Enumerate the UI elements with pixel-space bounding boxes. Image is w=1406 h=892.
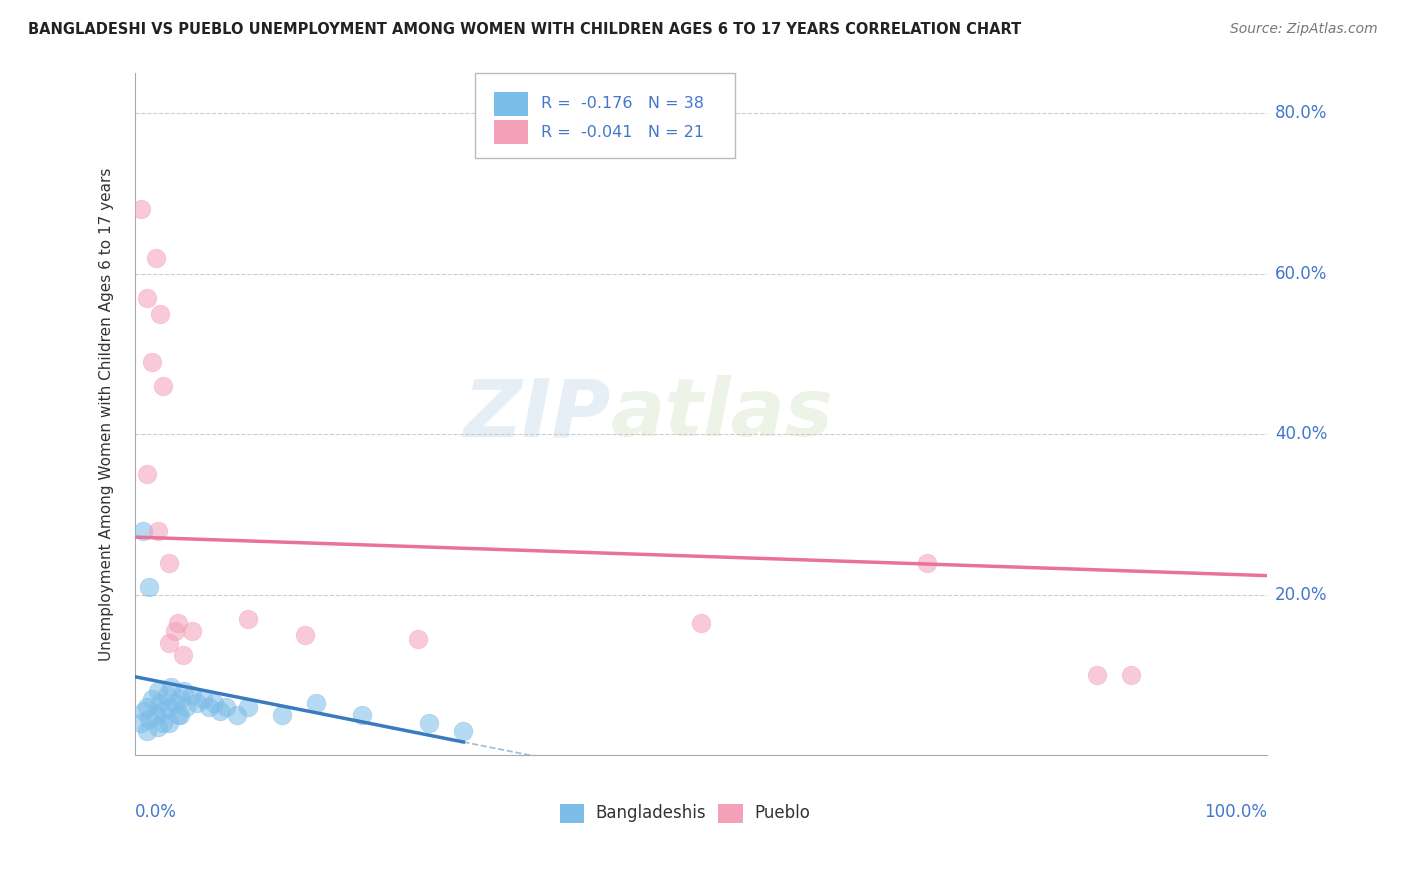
Point: [271, 708, 294, 723]
Point: [294, 628, 316, 642]
Point: [157, 636, 180, 650]
Text: 0.0%: 0.0%: [135, 804, 177, 822]
Point: [156, 688, 179, 702]
Point: [202, 696, 225, 710]
Point: [138, 712, 160, 726]
Point: [163, 624, 186, 638]
Point: [149, 696, 172, 710]
Point: [152, 379, 174, 393]
Point: [167, 615, 190, 630]
Text: R =  -0.041   N = 21: R = -0.041 N = 21: [541, 125, 704, 140]
Text: 60.0%: 60.0%: [1275, 265, 1327, 283]
Point: [152, 704, 174, 718]
Point: [453, 724, 475, 739]
Point: [146, 524, 169, 538]
Point: [180, 688, 202, 702]
Point: [167, 708, 190, 723]
Text: R =  -0.176   N = 38: R = -0.176 N = 38: [541, 96, 704, 112]
Point: [135, 700, 157, 714]
Text: 100.0%: 100.0%: [1204, 804, 1267, 822]
Point: [180, 624, 202, 638]
Point: [132, 524, 155, 538]
Point: [172, 648, 194, 662]
Point: [173, 684, 195, 698]
Point: [209, 704, 232, 718]
Text: 20.0%: 20.0%: [1275, 586, 1327, 604]
Point: [135, 291, 157, 305]
Point: [145, 708, 167, 723]
Point: [163, 696, 186, 710]
Point: [141, 355, 163, 369]
Point: [169, 708, 191, 723]
Point: [238, 612, 260, 626]
Text: 80.0%: 80.0%: [1275, 104, 1327, 122]
FancyBboxPatch shape: [560, 804, 585, 823]
Point: [141, 692, 163, 706]
Point: [146, 720, 169, 734]
Point: [160, 680, 183, 694]
Point: [157, 556, 180, 570]
Point: [157, 700, 180, 714]
Point: [1119, 668, 1142, 682]
Point: [134, 704, 156, 718]
Point: [226, 708, 249, 723]
Text: BANGLADESHI VS PUEBLO UNEMPLOYMENT AMONG WOMEN WITH CHILDREN AGES 6 TO 17 YEARS : BANGLADESHI VS PUEBLO UNEMPLOYMENT AMONG…: [28, 22, 1021, 37]
Point: [350, 708, 373, 723]
Point: [157, 716, 180, 731]
Text: 40.0%: 40.0%: [1275, 425, 1327, 443]
FancyBboxPatch shape: [494, 120, 527, 145]
Point: [238, 700, 260, 714]
Point: [135, 467, 157, 482]
Point: [145, 251, 167, 265]
Point: [690, 615, 713, 630]
FancyBboxPatch shape: [494, 92, 527, 116]
Point: [149, 307, 172, 321]
Point: [146, 684, 169, 698]
Point: [197, 700, 219, 714]
FancyBboxPatch shape: [475, 73, 735, 158]
FancyBboxPatch shape: [718, 804, 742, 823]
Point: [174, 700, 197, 714]
Point: [129, 716, 152, 731]
Point: [186, 696, 208, 710]
Text: Pueblo: Pueblo: [754, 805, 810, 822]
Point: [215, 700, 238, 714]
Point: [1085, 668, 1108, 682]
Point: [406, 632, 429, 646]
Point: [169, 692, 191, 706]
Point: [418, 716, 440, 731]
Text: Bangladeshis: Bangladeshis: [596, 805, 706, 822]
Point: [917, 556, 939, 570]
Point: [129, 202, 152, 217]
Point: [152, 716, 174, 731]
Point: [138, 580, 160, 594]
Point: [135, 724, 157, 739]
Point: [191, 692, 214, 706]
Point: [305, 696, 328, 710]
Text: ZIP: ZIP: [463, 376, 610, 453]
Y-axis label: Unemployment Among Women with Children Ages 6 to 17 years: Unemployment Among Women with Children A…: [100, 168, 114, 661]
Text: atlas: atlas: [610, 376, 834, 453]
Text: Source: ZipAtlas.com: Source: ZipAtlas.com: [1230, 22, 1378, 37]
